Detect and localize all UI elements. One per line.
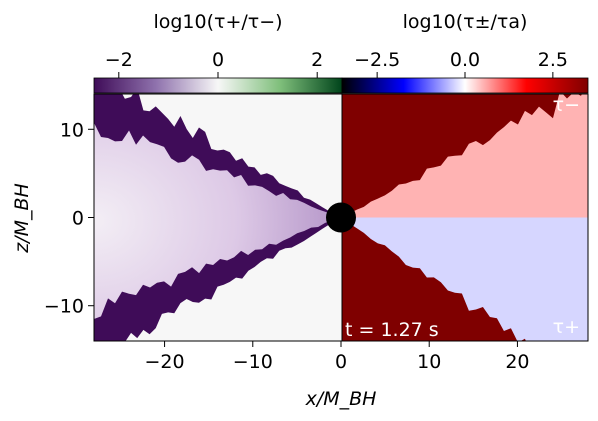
x-tick-label: −10 [233,351,273,373]
colorbar-left-strip [93,77,343,94]
y-axis-label: z/M_BH [11,183,33,254]
black-hole [326,202,356,233]
colorbar-tick-label: −2.5 [354,49,400,71]
x-axis: −20 −10 0 10 20 [145,341,530,373]
colorbar-right-strip [341,77,589,94]
right-panel-upper-wedge [349,94,588,218]
colorbar-tick-label: −2 [105,49,133,71]
tau-plus-label: τ+ [553,316,580,338]
x-tick-label: 20 [505,351,529,373]
right-panel-frame [341,93,589,342]
colorbar-left: −2 0 2 [93,49,343,94]
colorbar-tick-label: 0 [212,49,224,71]
y-tick-label: −10 [44,296,84,318]
left-panel-core [94,122,333,319]
x-axis-label: x/M_BH [305,388,377,410]
colorbar-tick-label: 2.5 [538,49,568,71]
tau-minus-label: τ− [553,94,580,116]
y-tick-label: 10 [60,119,84,141]
right-panel [342,94,588,341]
y-tick-label: 0 [72,208,84,230]
time-annotation: t = 1.27 s [345,319,439,341]
colorbar-right: −2.5 0.0 2.5 [341,49,589,94]
colorbar-tick-label: 2 [311,49,323,71]
colorbar-tick-label: 0.0 [450,49,480,71]
x-tick-label: −20 [145,351,185,373]
y-axis: 10 0 −10 [44,119,94,318]
colorbar-right-title: log10(τ±/τa) [403,11,528,33]
left-panel [94,94,342,341]
x-tick-label: 10 [417,351,441,373]
right-panel-lower-wedge [349,217,588,341]
x-tick-label: 0 [335,351,347,373]
colorbar-left-title: log10(τ+/τ−) [153,11,282,33]
